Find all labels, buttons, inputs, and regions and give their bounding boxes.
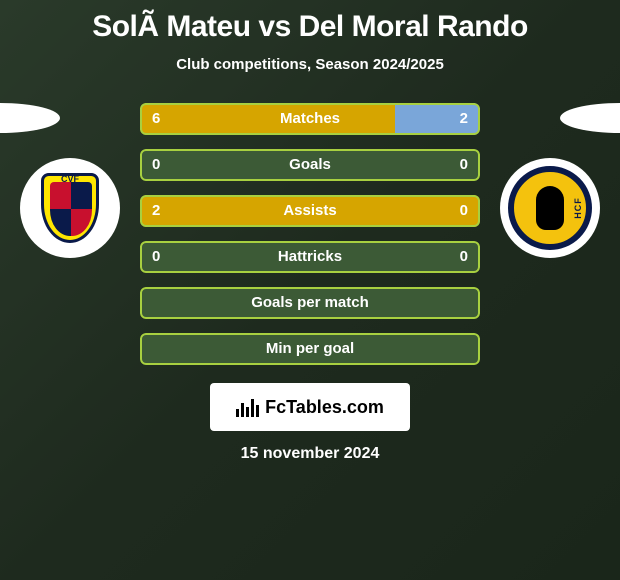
stat-label: Goals: [140, 149, 480, 181]
comparison-date: 15 november 2024: [0, 445, 620, 463]
stat-row: 20Assists: [140, 195, 480, 227]
stat-label: Goals per match: [140, 287, 480, 319]
fctables-icon: [236, 397, 259, 417]
site-attribution: FcTables.com: [210, 383, 410, 431]
stat-row: 00Hattricks: [140, 241, 480, 273]
right-ellipse-decoration: [560, 103, 620, 133]
hercules-crest-icon: [508, 166, 592, 250]
stat-bars: 62Matches 00Goals 20Assists 00Hattricks Goal…: [140, 103, 480, 365]
comparison-area: 62Matches 00Goals 20Assists 00Hattricks Goal…: [0, 103, 620, 463]
stat-row: Goals per match: [140, 287, 480, 319]
stat-row: 62Matches: [140, 103, 480, 135]
left-team-badge: [20, 158, 120, 258]
page-subtitle: Club competitions, Season 2024/2025: [0, 56, 620, 73]
stat-label: Matches: [140, 103, 480, 135]
left-ellipse-decoration: [0, 103, 60, 133]
stat-row: 00Goals: [140, 149, 480, 181]
stat-label: Min per goal: [140, 333, 480, 365]
stat-row: Min per goal: [140, 333, 480, 365]
page-title: SolÃ Mateu vs Del Moral Rando: [0, 0, 620, 44]
villarreal-crest-icon: [41, 173, 99, 243]
stat-label: Hattricks: [140, 241, 480, 273]
site-logo-text: FcTables.com: [265, 397, 384, 418]
right-team-badge: [500, 158, 600, 258]
stat-label: Assists: [140, 195, 480, 227]
